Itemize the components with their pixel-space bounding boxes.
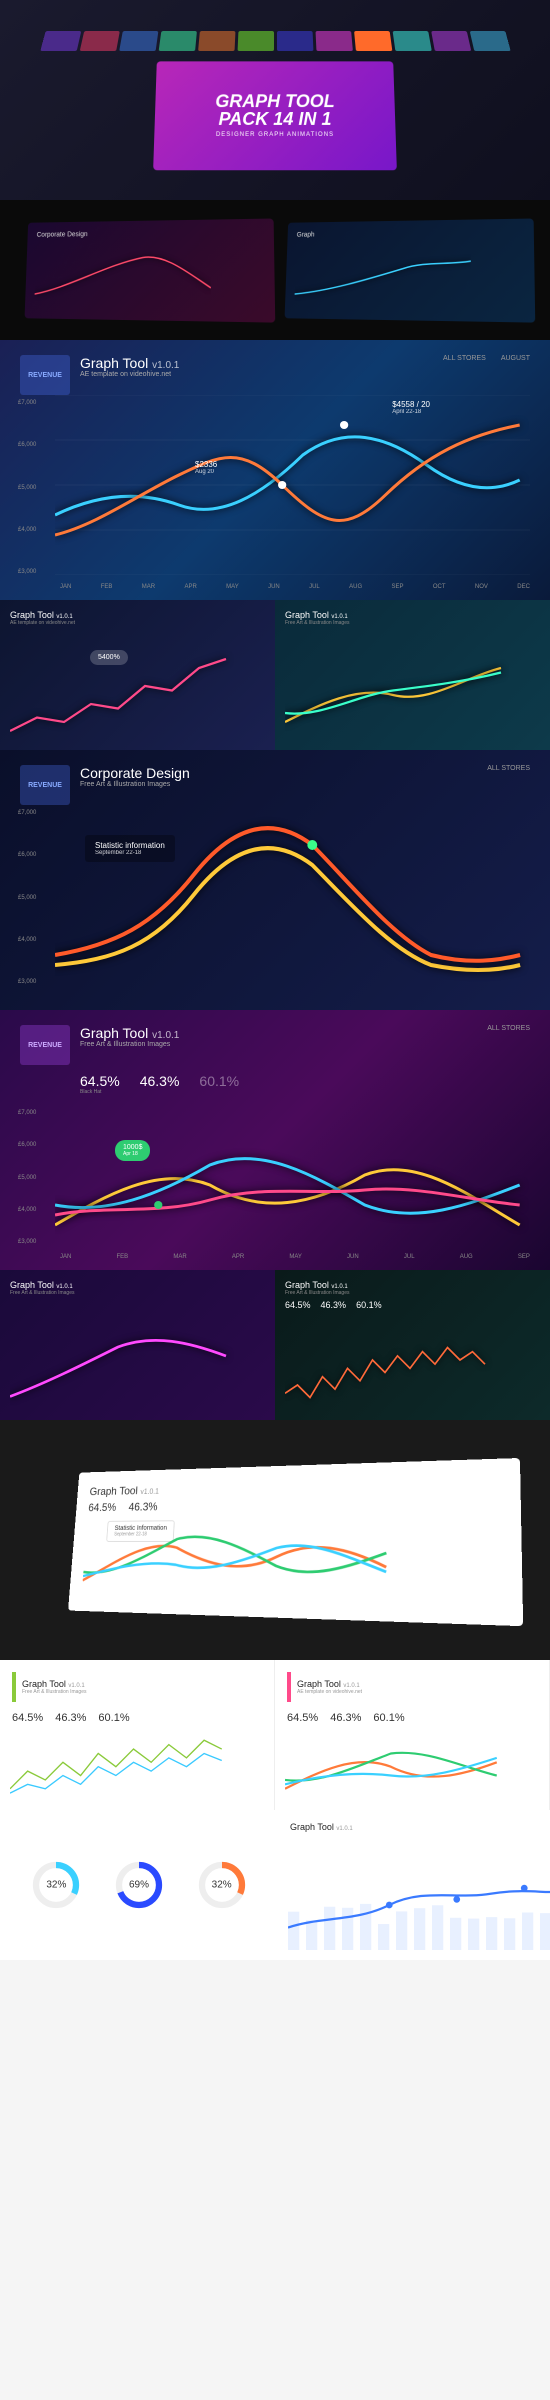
preview-corporate: Corporate Design (25, 219, 276, 323)
hero-title-1: GRAPH TOOL (215, 92, 335, 110)
filter-stores[interactable]: ALL STORES (443, 355, 486, 362)
preview-title: Graph (297, 229, 524, 239)
filter-stores[interactable]: ALL STORES (487, 1025, 530, 1032)
donut-1: 32% (31, 1860, 81, 1910)
hero-card: GRAPH TOOL PACK 14 IN 1 DESIGNER GRAPH A… (153, 61, 397, 170)
donuts: 32% 69% 32% (0, 1810, 278, 1960)
perspective-previews: Corporate Design Graph (0, 200, 550, 340)
chart-violet: Graph Tool v1.0.1 Free Art & Illustratio… (0, 1270, 275, 1420)
hero-title-2: PACK 14 IN 1 (218, 110, 331, 128)
chart-navy: Graph Tool v1.0.1 AE template on videohi… (0, 600, 275, 750)
hero-subtitle: DESIGNER GRAPH ANIMATIONS (216, 132, 334, 138)
chart-title: Corporate Design (80, 765, 190, 781)
chart-title: Graph Tool v1.0.1 (80, 355, 179, 371)
stat-2: 46.3% (140, 1073, 180, 1095)
split-row-2: Graph Tool v1.0.1 Free Art & Illustratio… (0, 1270, 550, 1420)
revenue-badge[interactable]: REVENUE (20, 765, 70, 805)
chart-teal: Graph Tool v1.0.1 Free Art & Illustratio… (275, 600, 550, 750)
preview-graph: Graph (285, 219, 536, 323)
chart-darkteal: Graph Tool v1.0.1 Free Art & Illustratio… (275, 1270, 550, 1420)
bottom-row: 32% 69% 32% Graph Tool v1.0.1 (0, 1810, 550, 1960)
donut-2: 69% (114, 1860, 164, 1910)
preview-title: Corporate Design (37, 229, 264, 239)
light-chart-b: Graph Tool v1.0.1AE template on videohiv… (275, 1660, 550, 1810)
stat: 64.5% (12, 1708, 43, 1726)
filter-stores[interactable]: ALL STORES (487, 765, 530, 772)
chart-revenue-blue: REVENUE Graph Tool v1.0.1 AE template on… (0, 340, 550, 600)
pill-pct: 5400% (90, 650, 128, 665)
bottom-line-chart: Graph Tool v1.0.1 (278, 1810, 550, 1960)
light-chart-a: Graph Tool v1.0.1Free Art & Illustration… (0, 1660, 275, 1810)
angled-card: Graph Tool v1.0.1 64.5% 46.3% Statistic … (68, 1457, 523, 1625)
revenue-badge[interactable]: REVENUE (20, 1025, 70, 1065)
chart-corporate: REVENUE Corporate Design Free Art & Illu… (0, 750, 550, 1010)
stat: 46.3% (330, 1708, 361, 1726)
callout-2: $2336Aug 20 (195, 460, 217, 475)
stat: 60.1% (373, 1708, 404, 1726)
callout-info: Statistic informationSeptember 22-18 (85, 835, 175, 862)
stat-1: 64.5%Black Hat (80, 1073, 120, 1095)
light-row-1: Graph Tool v1.0.1Free Art & Illustration… (0, 1660, 550, 1810)
stat: 64.5% (287, 1708, 318, 1726)
split-row-1: Graph Tool v1.0.1 AE template on videohi… (0, 600, 550, 750)
stat: 46.3% (55, 1708, 86, 1726)
callout-1: $4558 / 20April 22-18 (392, 400, 430, 415)
filter-month[interactable]: AUGUST (501, 355, 530, 362)
pill-value: 1000$Apr 18 (115, 1140, 150, 1161)
stat: 60.1% (98, 1708, 129, 1726)
angled-preview: Graph Tool v1.0.1 64.5% 46.3% Statistic … (0, 1420, 550, 1660)
donut-3: 32% (197, 1860, 247, 1910)
revenue-badge[interactable]: REVENUE (20, 355, 70, 395)
thumbnail-strip (40, 31, 510, 51)
hero-panel: GRAPH TOOL PACK 14 IN 1 DESIGNER GRAPH A… (0, 0, 550, 200)
chart-subtitle: AE template on videohive.net (80, 371, 179, 378)
chart-purple-stats: REVENUE Graph Tool v1.0.1 Free Art & Ill… (0, 1010, 550, 1270)
stat-3: 60.1% (199, 1073, 239, 1095)
